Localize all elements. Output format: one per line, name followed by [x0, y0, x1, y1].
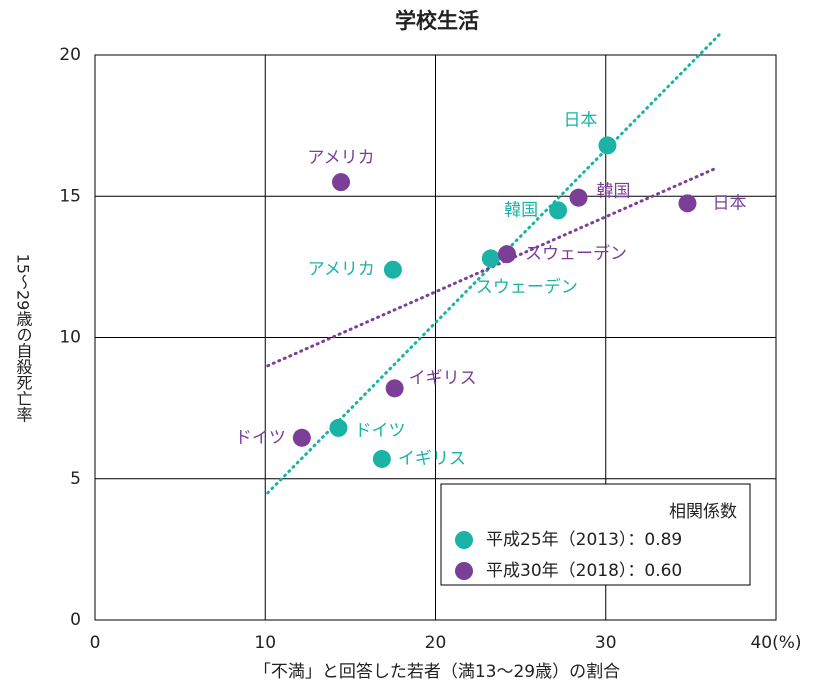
y-tick-label: 5	[70, 469, 81, 489]
chart-title: 学校生活	[395, 9, 479, 33]
data-point	[598, 136, 617, 155]
legend-label: 平成25年（2013）：0.89	[486, 530, 682, 550]
data-point	[678, 194, 697, 213]
legend-marker	[455, 562, 473, 580]
x-tick-label: 30	[595, 633, 617, 653]
legend-marker	[455, 531, 473, 549]
data-point	[332, 173, 351, 192]
x-tick-label: 10	[254, 633, 276, 653]
point-label: イギリス	[398, 449, 466, 469]
y-tick-label: 0	[70, 610, 81, 630]
y-tick-label: 20	[59, 45, 81, 65]
data-point	[481, 249, 500, 268]
point-label: 韓国	[504, 200, 538, 220]
x-axis-label: 「不満」と回答した若者（満13〜29歳）の割合	[254, 662, 620, 682]
legend-title: 相関係数	[669, 502, 737, 522]
point-label: アメリカ	[307, 148, 374, 168]
data-point	[498, 245, 517, 264]
y-tick-label: 15	[59, 186, 81, 206]
data-point	[372, 449, 391, 468]
y-axis-label: 15〜29歳の自殺死亡率	[14, 254, 33, 423]
point-label: 日本	[563, 110, 597, 130]
x-tick-label: 40(%)	[750, 633, 801, 653]
data-point	[329, 418, 348, 437]
data-point	[385, 379, 404, 398]
x-tick-label: 20	[425, 633, 447, 653]
point-label: 日本	[712, 193, 746, 213]
point-label: イギリス	[409, 368, 477, 388]
point-label: ドイツ	[235, 428, 286, 448]
x-tick-label: 0	[90, 633, 101, 653]
data-point	[383, 260, 402, 279]
data-point	[292, 428, 311, 447]
legend-label: 平成30年（2018）：0.60	[486, 561, 682, 581]
data-point	[549, 201, 568, 220]
legend-box	[440, 483, 751, 586]
point-label: 韓国	[597, 182, 631, 202]
point-label: ドイツ	[354, 421, 405, 441]
plot-frame	[94, 54, 777, 621]
point-label: スウェーデン	[476, 276, 578, 297]
data-point	[569, 188, 588, 207]
point-label: スウェーデン	[525, 243, 627, 264]
point-label: アメリカ	[308, 260, 375, 280]
y-tick-label: 10	[59, 328, 81, 348]
